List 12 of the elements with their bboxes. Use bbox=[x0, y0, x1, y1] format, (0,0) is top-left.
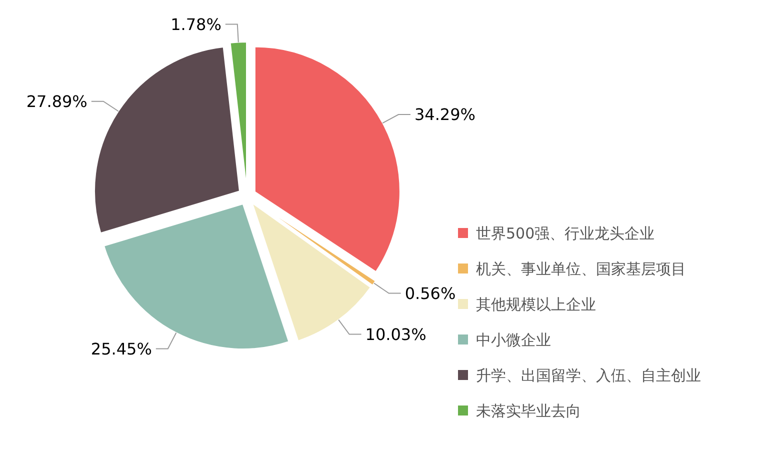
legend-label: 未落实毕业去向 bbox=[476, 402, 581, 420]
legend-label: 其他规模以上企业 bbox=[476, 295, 596, 314]
data-label: 34.29% bbox=[414, 105, 476, 124]
legend-label: 世界500强、行业龙头企业 bbox=[476, 224, 655, 242]
data-label: 0.56% bbox=[404, 284, 456, 303]
data-label: 25.45% bbox=[90, 339, 152, 358]
data-label: 10.03% bbox=[365, 324, 426, 344]
legend-label: 中小微企业 bbox=[476, 330, 551, 349]
data-label: 1.78% bbox=[170, 14, 222, 34]
data-label: 27.89% bbox=[26, 92, 88, 111]
legend-label: 升学、出国留学、入伍、自主创业 bbox=[476, 366, 701, 384]
legend-label: 机关、事业单位、国家基层项目 bbox=[476, 260, 686, 278]
